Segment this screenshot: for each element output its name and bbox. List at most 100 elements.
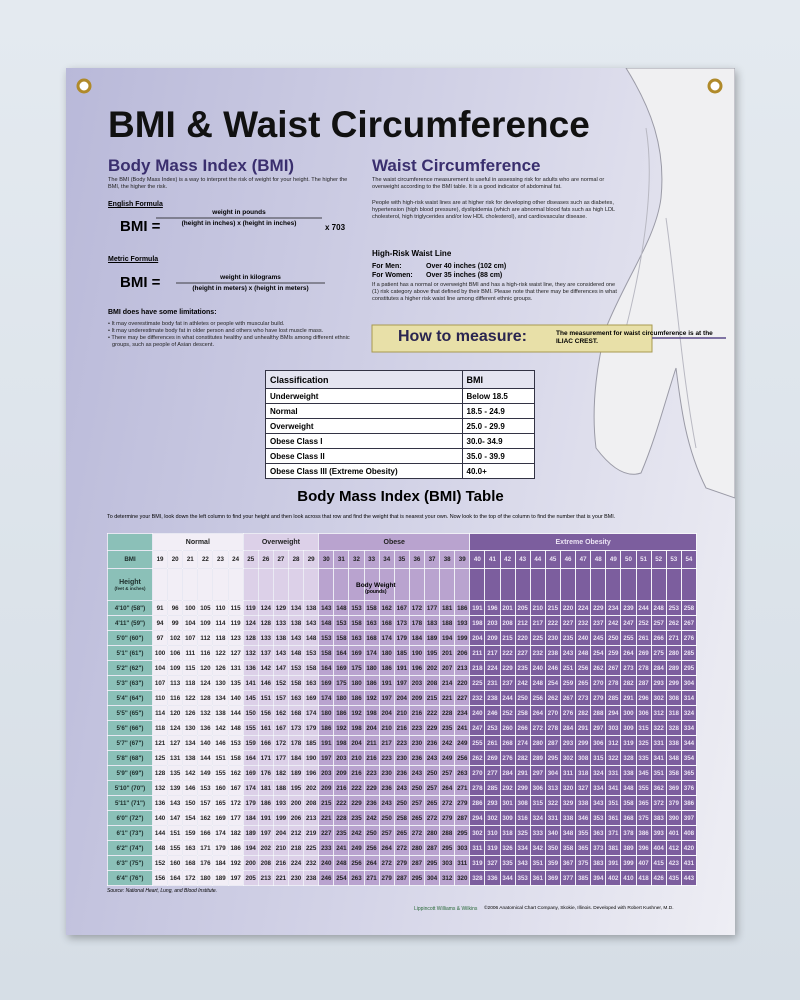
weight: 148 (333, 600, 350, 616)
weight: 128 (151, 765, 169, 781)
weight: 227 (514, 645, 531, 661)
weight: 207 (439, 660, 456, 676)
weight: 358 (620, 795, 637, 811)
denominator: (height in inches) x (height in inches) (181, 220, 297, 227)
weight: 320 (559, 780, 577, 796)
weight: 302 (650, 690, 667, 706)
weight: 243 (423, 750, 441, 766)
weight: 240 (575, 630, 592, 646)
weight: 215 (423, 690, 441, 706)
weight: 312 (650, 705, 667, 721)
weight: 193 (272, 795, 289, 811)
weight: 146 (257, 675, 274, 691)
weight: 124 (257, 600, 274, 616)
weight: 361 (529, 870, 546, 886)
weight: 264 (363, 855, 380, 871)
blank (197, 568, 214, 601)
cell: Obese Class I (265, 433, 463, 449)
weight: 154 (182, 810, 199, 826)
weight: 174 (242, 780, 259, 796)
weight: 175 (348, 660, 365, 676)
weight: 146 (182, 780, 199, 796)
weight: 138 (272, 630, 289, 646)
weight: 250 (378, 810, 395, 826)
weight: 273 (575, 690, 592, 706)
weight: 383 (650, 810, 667, 826)
height: 5'1" (61") (107, 645, 153, 661)
weight: 140 (151, 810, 169, 826)
height-header: Height (feet & inches) (107, 568, 153, 601)
weight: 276 (680, 630, 698, 646)
weight: 126 (212, 660, 229, 676)
bmi-value: 50 (620, 550, 637, 569)
weight: 338 (575, 795, 592, 811)
weight: 220 (454, 675, 471, 691)
weight: 270 (590, 675, 607, 691)
weight: 163 (287, 690, 305, 706)
weight: 158 (363, 600, 380, 616)
weight: 171 (197, 840, 214, 856)
weight: 230 (287, 870, 305, 886)
weight: 334 (590, 780, 607, 796)
weight: 250 (423, 765, 441, 781)
weight: 153 (197, 780, 214, 796)
weight: 131 (167, 750, 184, 766)
weight: 129 (272, 600, 289, 616)
weight: 192 (348, 705, 365, 721)
blank (272, 568, 289, 601)
weight: 295 (680, 660, 698, 676)
weight: 185 (393, 645, 410, 661)
weight: 132 (197, 705, 214, 721)
bmi-value: 44 (529, 550, 546, 569)
heading: Body Mass Index (BMI) (108, 156, 295, 175)
weight: 295 (439, 840, 456, 856)
weight: 169 (318, 675, 335, 691)
weight: 306 (635, 705, 652, 721)
weight: 102 (167, 630, 184, 646)
weight: 296 (635, 690, 652, 706)
weight: 381 (605, 840, 622, 856)
weight: 353 (514, 870, 531, 886)
weight: 131 (227, 660, 244, 676)
weight: 295 (408, 870, 425, 886)
weight: 299 (575, 735, 592, 751)
weight: 158 (287, 675, 305, 691)
weight: 280 (529, 735, 546, 751)
weight: 198 (333, 735, 350, 751)
weight: 121 (151, 735, 169, 751)
weight: 319 (620, 735, 637, 751)
weight: 369 (544, 870, 561, 886)
weight: 209 (484, 630, 501, 646)
weight: 248 (575, 645, 592, 661)
height: 5'0" (60") (107, 630, 153, 646)
weight: 142 (182, 765, 199, 781)
weight: 264 (378, 840, 395, 856)
bmi-value: 54 (680, 550, 698, 569)
weight: 135 (167, 765, 184, 781)
weight: 215 (318, 795, 335, 811)
weight: 266 (514, 720, 531, 736)
height-label: Height (119, 578, 141, 586)
weight: 294 (605, 705, 622, 721)
weight: 162 (272, 705, 289, 721)
weight: 280 (408, 840, 425, 856)
weight: 334 (514, 840, 531, 856)
weight: 115 (182, 660, 199, 676)
weight: 123 (227, 630, 244, 646)
blank (650, 568, 667, 601)
weight: 122 (182, 690, 199, 706)
blank (182, 568, 199, 601)
weight: 390 (665, 810, 682, 826)
height: 5'3" (63") (107, 675, 153, 691)
weight: 386 (680, 795, 698, 811)
weight: 200 (242, 855, 259, 871)
weight: 216 (272, 855, 289, 871)
data-row: 5'6" (66") 118 124 130 136 142 148 155 161 167 173… (107, 720, 698, 736)
text: The BMI (Body Mass Index) is a way to in… (108, 177, 348, 190)
weight: 135 (227, 675, 244, 691)
weight: 203 (333, 750, 350, 766)
weight: 196 (408, 660, 425, 676)
weight: 119 (242, 600, 259, 616)
weight: 338 (665, 735, 682, 751)
bmi-value: 31 (333, 550, 350, 569)
